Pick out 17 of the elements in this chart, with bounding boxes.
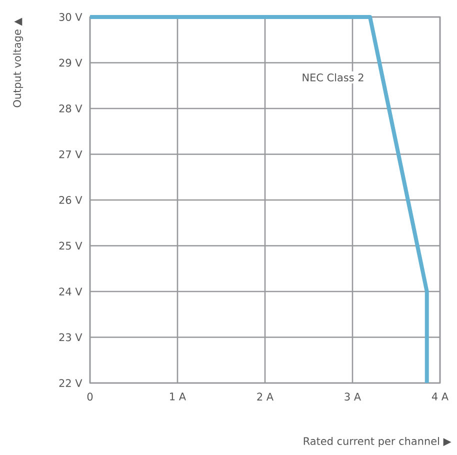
x-tick-label: 4 A <box>432 392 448 400</box>
x-tick-label: 1 A <box>170 392 186 400</box>
y-axis-title: Output voltage ▲ <box>12 18 24 108</box>
y-tick-label: 24 V <box>59 288 82 296</box>
y-tick-label: 27 V <box>59 150 82 158</box>
annotation: NEC Class 2 <box>302 73 364 82</box>
y-tick-label: 28 V <box>59 104 82 112</box>
y-tick-label: 26 V <box>59 196 82 204</box>
y-tick-label: 30 V <box>59 13 82 21</box>
y-tick-label: 23 V <box>59 333 82 342</box>
x-axis-title: Rated current per channel ▶ <box>304 436 452 448</box>
x-tick-label: 3 A <box>344 392 361 401</box>
x-tick-label: 0 <box>87 392 93 401</box>
x-tick-label: 2 A <box>257 392 274 400</box>
y-tick-label: 29 V <box>59 58 82 67</box>
y-tick-label: 22 V <box>59 379 82 387</box>
y-tick-label: 25 V <box>59 242 82 250</box>
